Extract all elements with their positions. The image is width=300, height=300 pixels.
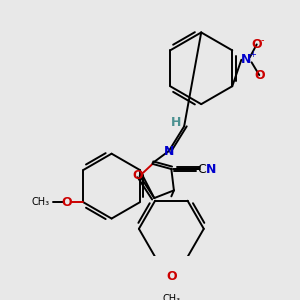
Text: CH₃: CH₃ (162, 294, 180, 300)
Text: N: N (241, 53, 252, 66)
Text: -: - (261, 35, 264, 45)
Text: N: N (206, 163, 216, 176)
Text: O: O (166, 270, 177, 283)
Text: CH₃: CH₃ (31, 197, 49, 207)
Text: H: H (170, 116, 181, 129)
Text: +: + (249, 50, 256, 59)
Text: C: C (197, 163, 206, 176)
Text: O: O (254, 69, 265, 82)
Text: O: O (251, 38, 262, 51)
Text: N: N (164, 145, 174, 158)
Text: O: O (61, 196, 72, 209)
Text: O: O (133, 169, 143, 182)
